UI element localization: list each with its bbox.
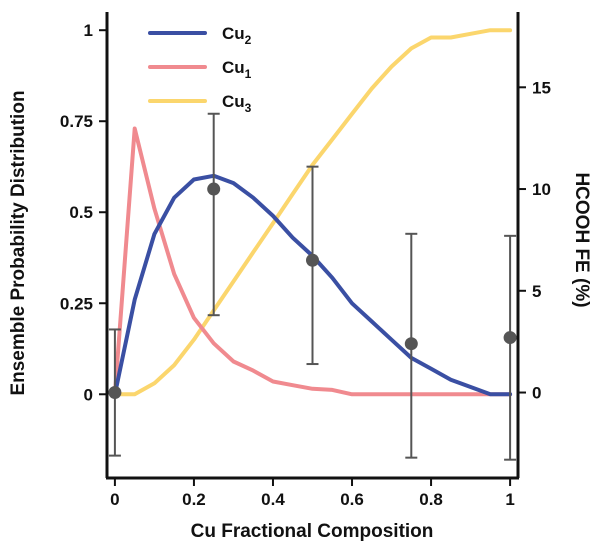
legend: Cu2 Cu1 Cu3 — [148, 24, 252, 115]
y-tick-label: 1 — [84, 21, 93, 40]
x-tick-label: 0.4 — [261, 490, 285, 509]
legend-label-cu2: Cu2 — [222, 24, 252, 47]
x-tick-label: 0.8 — [419, 490, 443, 509]
legend-label-cu1: Cu1 — [222, 58, 252, 81]
legend-label-cu3: Cu3 — [222, 92, 252, 115]
x-axis-title: Cu Fractional Composition — [191, 521, 434, 542]
x-tick-label: 0 — [110, 490, 119, 509]
y2-axis-title: HCOOH FE (%) — [571, 172, 592, 307]
fe-layer — [108, 112, 517, 461]
y-tick-label: 0.5 — [69, 203, 93, 222]
x-tick-label: 1 — [505, 490, 514, 509]
fe-data-point — [108, 386, 122, 400]
axes — [105, 12, 520, 480]
y2-tick-label: 5 — [532, 282, 541, 301]
y-tick-label: 0 — [84, 385, 93, 404]
fe-data-point — [306, 253, 319, 267]
y2-tick-label: 15 — [532, 78, 551, 97]
y-tick-label: 0.75 — [60, 112, 93, 131]
series-line-cu1 — [112, 126, 513, 397]
fe-data-point — [503, 331, 517, 345]
fe-data-point — [404, 337, 418, 351]
x-tick-label: 0.2 — [182, 490, 206, 509]
y2-tick-label: 10 — [532, 180, 551, 199]
y2-tick-label: 0 — [532, 384, 541, 403]
series-line-cu3 — [112, 28, 513, 397]
y-axis-title: Ensemble Probability Distribution — [8, 90, 29, 395]
x-tick-label: 0.6 — [340, 490, 364, 509]
fe-data-point — [207, 182, 221, 196]
y-tick-label: 0.25 — [60, 294, 93, 313]
